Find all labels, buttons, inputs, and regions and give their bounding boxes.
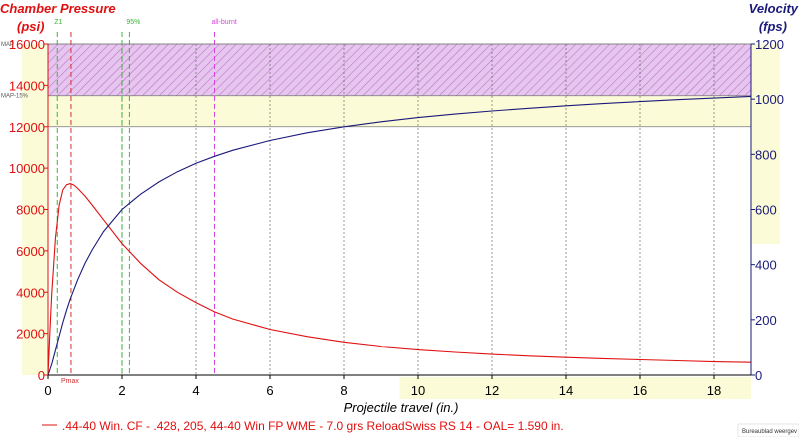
legend-entry: .44-40 Win. CF - .428, 205, 44-40 Win FP… bbox=[62, 419, 564, 433]
y-right-tick-label: 1200 bbox=[755, 37, 784, 52]
x-tick-label: 14 bbox=[559, 383, 573, 398]
right-axis-title: Velocity bbox=[749, 1, 799, 16]
x-tick-label: 10 bbox=[411, 383, 425, 398]
y-right-tick-label: 800 bbox=[755, 147, 777, 162]
left-axis-unit: (psi) bbox=[17, 19, 44, 34]
map-bands bbox=[22, 44, 780, 399]
y-left-tick-label: 10000 bbox=[9, 161, 45, 176]
right-axis-unit: (fps) bbox=[759, 19, 787, 34]
watermark: Bureaublad weergev bbox=[742, 429, 797, 435]
y-left-tick-label: 16000 bbox=[9, 37, 45, 52]
x-tick-label: 0 bbox=[44, 383, 51, 398]
band-line-label: MAP bbox=[1, 42, 14, 48]
watermark-box bbox=[737, 423, 799, 437]
marker-label: Pmax bbox=[61, 378, 79, 385]
left-axis-title: Chamber Pressure bbox=[0, 1, 116, 16]
series-lines bbox=[47, 95, 752, 376]
tick-labels: 0200040006000800010000120001400016000020… bbox=[9, 37, 784, 398]
band-line-label: MAP-15% bbox=[1, 94, 29, 100]
x-tick-label: 16 bbox=[633, 383, 647, 398]
marker-label: all-burnt bbox=[212, 19, 237, 26]
y-left-tick-label: 6000 bbox=[16, 244, 45, 259]
x-tick-label: 2 bbox=[118, 383, 125, 398]
series-line-1 bbox=[47, 95, 752, 376]
x-axis-band bbox=[399, 377, 751, 399]
y-left-tick-label: 14000 bbox=[9, 78, 45, 93]
x-tick-label: 18 bbox=[707, 383, 721, 398]
x-tick-label: 4 bbox=[192, 383, 199, 398]
left-axis-band bbox=[22, 44, 48, 375]
series-line-0 bbox=[47, 183, 752, 376]
y-left-tick-label: 2000 bbox=[16, 327, 45, 342]
x-tick-label: 8 bbox=[340, 383, 347, 398]
y-left-tick-label: 12000 bbox=[9, 120, 45, 135]
x-axis-title: Projectile travel (in.) bbox=[344, 400, 459, 415]
band-1 bbox=[48, 95, 751, 127]
y-left-tick-label: 8000 bbox=[16, 203, 45, 218]
band-hatch bbox=[48, 44, 751, 96]
y-right-tick-label: 0 bbox=[755, 368, 762, 383]
marker-label: 95% bbox=[126, 19, 140, 26]
y-right-tick-label: 200 bbox=[755, 313, 777, 328]
marker-label: Z1 bbox=[54, 19, 62, 26]
right-axis-band bbox=[751, 44, 780, 244]
y-left-tick-label: 0 bbox=[38, 368, 45, 383]
y-right-tick-label: 400 bbox=[755, 258, 777, 273]
x-tick-label: 12 bbox=[485, 383, 499, 398]
y-left-tick-label: 4000 bbox=[16, 285, 45, 300]
x-tick-label: 6 bbox=[266, 383, 273, 398]
y-right-tick-label: 600 bbox=[755, 203, 777, 218]
y-right-tick-label: 1000 bbox=[755, 92, 784, 107]
